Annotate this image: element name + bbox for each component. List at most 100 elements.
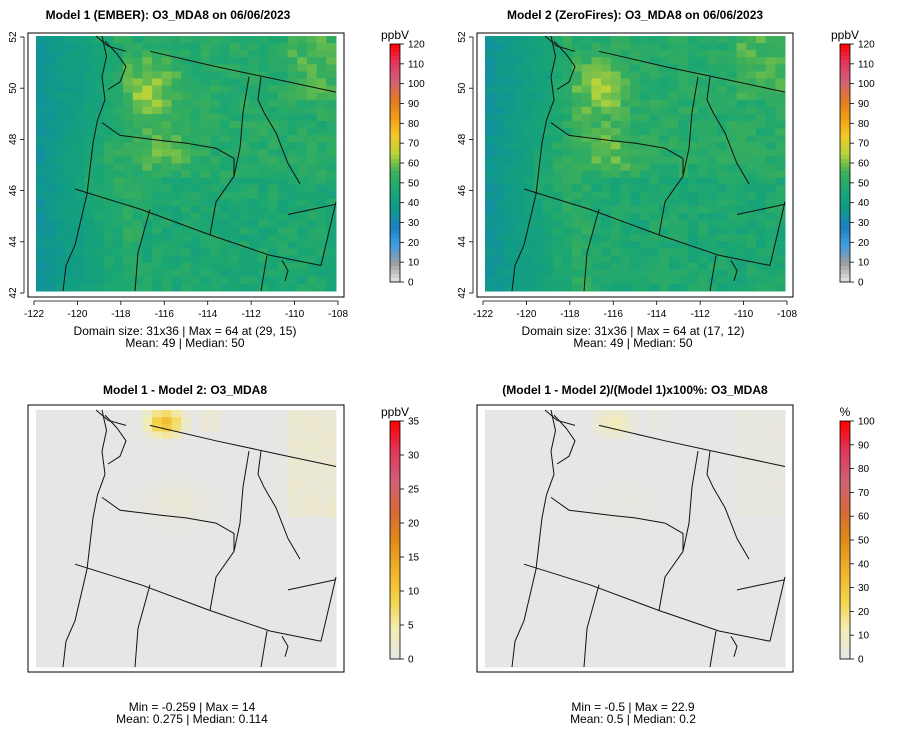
grid-cell — [775, 609, 786, 618]
grid-cell — [306, 262, 318, 271]
grid-cell — [190, 417, 202, 425]
grid-cell — [74, 191, 85, 200]
grid-cell — [765, 509, 776, 518]
grid-cell — [268, 234, 279, 242]
grid-cell — [210, 652, 221, 661]
grid-cell — [572, 517, 583, 525]
grid-cell — [113, 552, 124, 561]
grid-cell — [277, 595, 289, 604]
grid-cell — [142, 452, 153, 461]
grid-cell — [736, 524, 747, 532]
grid-cell — [562, 509, 573, 518]
grid-cell — [755, 445, 767, 454]
grid-cell — [190, 50, 202, 58]
grid-cell — [659, 64, 670, 72]
grid-cell — [572, 283, 583, 292]
grid-cell — [543, 276, 554, 285]
grid-cell — [297, 495, 308, 504]
grid-cell — [514, 99, 525, 108]
grid-cell — [326, 170, 337, 179]
colorbar-segment — [390, 135, 400, 140]
grid-cell — [94, 64, 105, 72]
grid-cell — [581, 417, 592, 425]
grid-cell — [639, 517, 651, 525]
grid-cell — [523, 645, 534, 654]
grid-cell — [494, 581, 505, 589]
grid-cell — [36, 269, 47, 278]
grid-cell — [239, 552, 250, 561]
grid-cell — [248, 467, 260, 475]
grid-cell — [591, 248, 602, 257]
grid-cell — [103, 213, 114, 221]
grid-cell — [74, 255, 85, 264]
grid-cell — [581, 509, 592, 518]
grid-cell — [190, 163, 202, 172]
grid-cell — [485, 276, 496, 285]
grid-cell — [45, 269, 56, 278]
grid-cell — [316, 545, 327, 554]
grid-cell — [649, 431, 660, 440]
grid-cell — [610, 99, 621, 108]
grid-cell — [678, 43, 689, 51]
grid-cell — [248, 50, 260, 58]
colorbar-segment — [840, 551, 850, 557]
colorbar-segment — [840, 278, 850, 283]
grid-cell — [659, 595, 670, 604]
grid-cell — [485, 255, 496, 264]
grid-cell — [504, 609, 515, 618]
grid-cell — [181, 567, 192, 575]
grid-cell — [55, 248, 66, 257]
grid-cell — [123, 509, 134, 518]
grid-cell — [326, 438, 337, 447]
grid-cell — [65, 184, 76, 193]
grid-cell — [601, 552, 612, 561]
y-tick-label: 52 — [8, 31, 19, 43]
grid-cell — [161, 113, 172, 122]
grid-cell — [630, 177, 641, 186]
grid-cell — [103, 227, 114, 235]
grid-cell — [552, 624, 563, 632]
grid-cell — [268, 545, 279, 554]
grid-cell — [94, 445, 105, 454]
grid-cell — [620, 509, 631, 518]
grid-cell — [610, 481, 621, 490]
colorbar-segment — [840, 194, 850, 200]
grid-cell — [55, 283, 66, 292]
grid-cell — [717, 524, 728, 532]
grid-cell — [45, 128, 56, 136]
grid-cell — [726, 36, 738, 44]
colorbar-segment — [390, 563, 400, 569]
grid-cell — [55, 531, 66, 539]
grid-cell — [543, 191, 554, 200]
grid-cell — [36, 410, 47, 418]
grid-cell — [688, 213, 699, 221]
grid-cell — [717, 495, 728, 504]
colorbar-segment — [390, 174, 400, 180]
grid-cell — [688, 241, 699, 249]
grid-cell — [572, 149, 583, 157]
grid-cell — [639, 474, 651, 482]
grid-cell — [316, 191, 327, 200]
grid-cell — [277, 71, 289, 79]
grid-cell — [717, 276, 728, 285]
grid-cell — [688, 552, 699, 561]
grid-cell — [171, 652, 182, 661]
grid-cell — [113, 57, 124, 65]
grid-cell — [132, 276, 143, 285]
grid-cell — [142, 410, 153, 418]
grid-cell — [277, 99, 289, 108]
colorbar-segment — [840, 155, 850, 160]
grid-cell — [543, 488, 554, 497]
grid-cell — [572, 213, 583, 221]
grid-cell — [210, 234, 221, 242]
grid-cell — [161, 474, 172, 482]
grid-cell — [190, 545, 202, 554]
grid-cell — [678, 574, 689, 582]
grid-cell — [45, 652, 56, 661]
grid-cell — [688, 545, 699, 554]
grid-cell — [268, 445, 279, 454]
grid-cell — [132, 495, 143, 504]
grid-cell — [200, 106, 211, 115]
grid-cell — [601, 567, 612, 575]
